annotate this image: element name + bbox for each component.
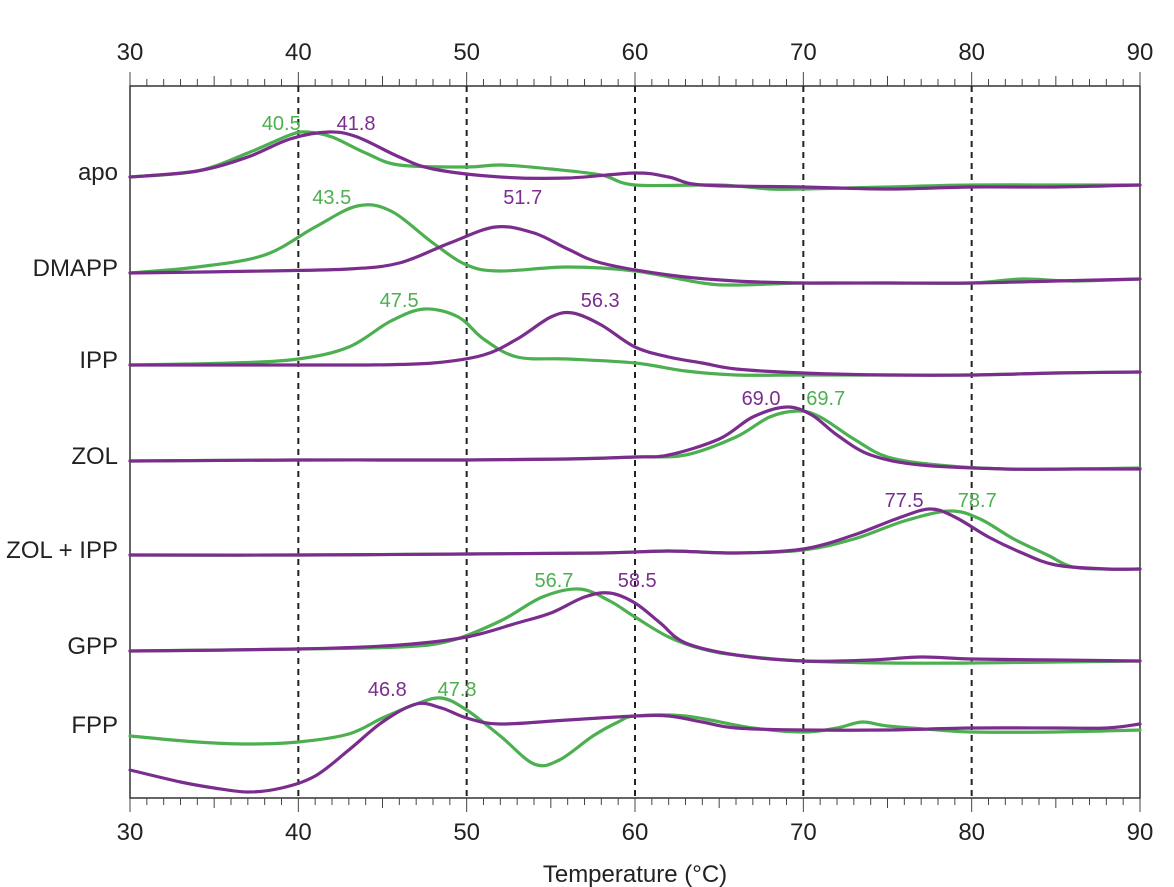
curve-gpp-green bbox=[128, 587, 1142, 665]
row-label: IPP bbox=[79, 347, 118, 374]
peak-label-green: 56.7 bbox=[535, 570, 574, 592]
top-tick-label: 30 bbox=[117, 39, 144, 66]
curve-gpp-purple bbox=[128, 591, 1142, 663]
bottom-tick-label: 90 bbox=[1127, 819, 1154, 846]
top-tick-label: 60 bbox=[622, 39, 649, 66]
bottom-tick-label: 30 bbox=[117, 819, 144, 846]
peak-label-green: 47.8 bbox=[438, 679, 477, 701]
minor-ticks bbox=[129, 72, 1141, 812]
top-tick-label: 90 bbox=[1127, 39, 1154, 66]
row-label: ZOL + IPP bbox=[6, 537, 118, 564]
curve-apo-purple bbox=[128, 130, 1142, 191]
peak-label-green: 43.5 bbox=[312, 187, 351, 209]
row-label: FPP bbox=[71, 712, 118, 739]
row-label: DMAPP bbox=[33, 255, 118, 282]
peak-label-green: 47.5 bbox=[380, 290, 419, 312]
bottom-tick-label: 70 bbox=[790, 819, 817, 846]
peak-label-green: 40.5 bbox=[262, 113, 301, 135]
curve-dmapp-purple bbox=[128, 225, 1142, 285]
curve-apo-green bbox=[128, 130, 1142, 191]
bottom-axis: 30 40 50 60 70 80 90 bbox=[117, 819, 1154, 846]
peak-label-purple: 77.5 bbox=[885, 490, 924, 512]
curve-ipp-purple bbox=[128, 310, 1142, 377]
top-tick-label: 70 bbox=[790, 39, 817, 66]
peak-label-purple: 41.8 bbox=[337, 113, 376, 135]
bottom-tick-label: 50 bbox=[453, 819, 480, 846]
curve-zol-purple bbox=[128, 405, 1142, 471]
peak-label-purple: 46.8 bbox=[368, 679, 407, 701]
top-tick-label: 80 bbox=[958, 39, 985, 66]
row-label: apo bbox=[78, 159, 118, 186]
peak-label-purple: 69.0 bbox=[742, 388, 781, 410]
top-tick-label: 40 bbox=[285, 39, 312, 66]
peak-label-purple: 51.7 bbox=[503, 187, 542, 209]
row-label: GPP bbox=[67, 633, 118, 660]
bottom-tick-label: 40 bbox=[285, 819, 312, 846]
bottom-tick-label: 80 bbox=[958, 819, 985, 846]
curve-fpp-green bbox=[128, 696, 1142, 768]
row-label: ZOL bbox=[71, 443, 118, 470]
top-axis: 30 40 50 60 70 80 90 bbox=[117, 39, 1154, 66]
top-tick-label: 50 bbox=[453, 39, 480, 66]
bottom-tick-label: 60 bbox=[622, 819, 649, 846]
x-axis-title: Temperature (°C) bbox=[543, 861, 727, 887]
peak-labels: 40.5 41.8 43.5 51.7 47.5 56.3 69.0 69.7 77.5 78.7… bbox=[262, 113, 997, 701]
curves bbox=[128, 130, 1142, 794]
peak-label-green: 69.7 bbox=[806, 388, 845, 410]
curve-zol-ipp-purple bbox=[128, 507, 1142, 571]
row-labels: apo DMAPP IPP ZOL ZOL + IPP GPP FPP bbox=[6, 159, 118, 739]
peak-label-purple: 58.5 bbox=[618, 570, 657, 592]
curve-fpp-purple bbox=[128, 701, 1142, 794]
peak-label-green: 78.7 bbox=[958, 490, 997, 512]
peak-label-purple: 56.3 bbox=[581, 290, 620, 312]
gridlines bbox=[297, 86, 973, 798]
